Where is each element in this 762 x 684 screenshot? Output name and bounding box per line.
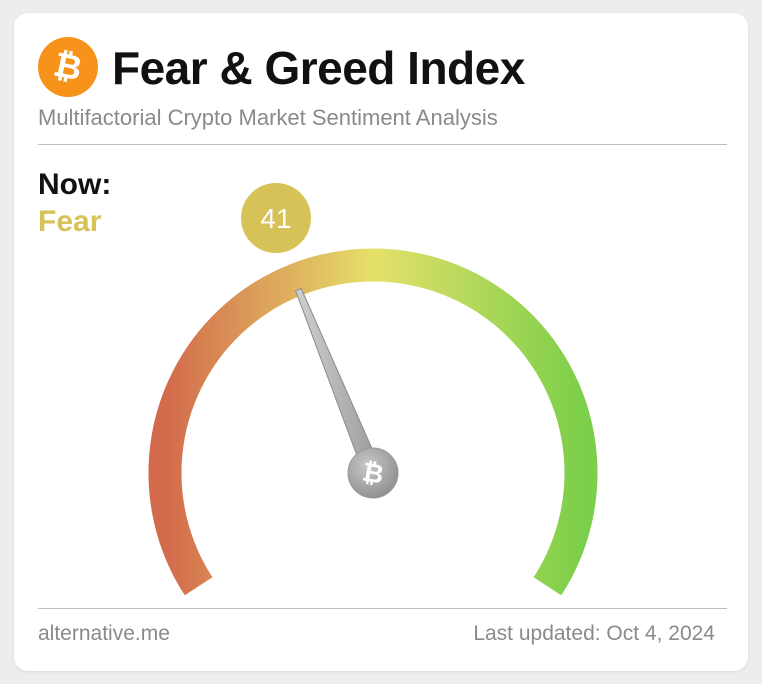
sentiment-gauge: ₿ 41	[148, 183, 598, 596]
header-divider	[38, 144, 727, 145]
last-updated: Last updated: Oct 4, 2024	[473, 622, 715, 645]
bitcoin-logo-icon: ₿	[38, 37, 98, 97]
footer-divider	[38, 608, 727, 609]
bitcoin-glyph: ₿	[360, 457, 386, 490]
value-badge	[241, 183, 311, 253]
now-label: Now:	[38, 168, 112, 201]
sentiment-classification: Fear	[38, 205, 102, 238]
fear-greed-card: ₿ Fear & Greed Index Multifactorial Cryp…	[14, 13, 748, 671]
source-link[interactable]: alternative.me	[38, 622, 170, 645]
page-subtitle: Multifactorial Crypto Market Sentiment A…	[38, 105, 498, 130]
bitcoin-hub-icon	[347, 447, 399, 499]
gauge-arc	[148, 248, 598, 596]
index-value: 41	[260, 203, 291, 234]
page-title: Fear & Greed Index	[112, 42, 525, 94]
